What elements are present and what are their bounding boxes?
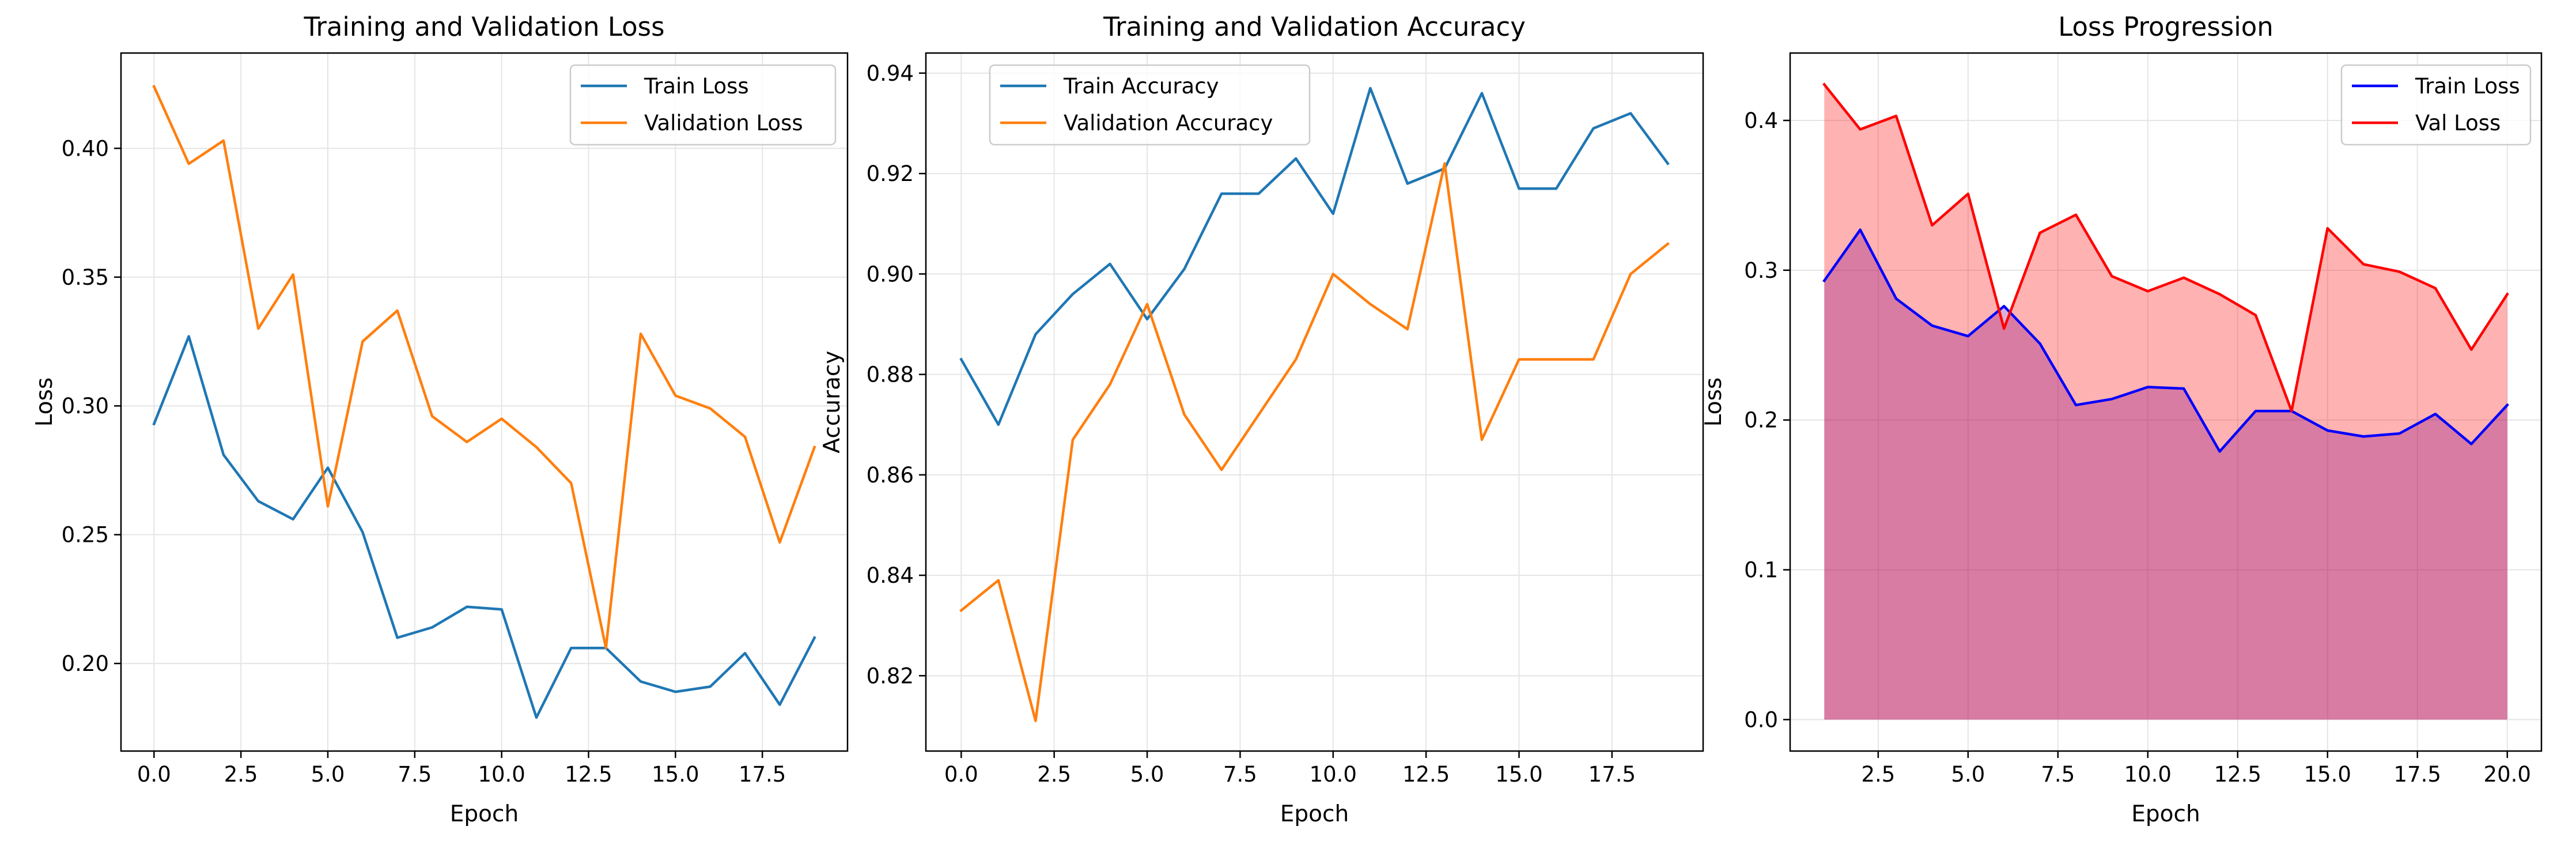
x-tick-label: 2.5 <box>1861 762 1895 787</box>
legend-label-2: Val Loss <box>2415 111 2501 135</box>
x-axis-label: Epoch <box>2131 801 2200 827</box>
chart-title: Training and Validation Loss <box>303 12 664 42</box>
x-tick-label: 12.5 <box>2214 762 2261 787</box>
x-tick-label: 15.0 <box>2304 762 2351 787</box>
y-tick-label: 0.1 <box>1744 558 1778 583</box>
axes-frame <box>120 52 849 752</box>
x-tick-label: 7.5 <box>2041 762 2075 787</box>
chart-title: Loss Progression <box>2058 12 2274 42</box>
x-axis-label: Epoch <box>450 801 519 827</box>
series-line-1 <box>152 335 816 719</box>
chart-3: 2.5 5.0 7.5 10.0 12.5 15.0 17.5 20.0 0.0 0.1 0.2 0.… <box>1701 12 2543 827</box>
y-tick-label: 0.92 <box>867 161 914 186</box>
x-tick-label: 5.0 <box>311 762 345 787</box>
chart-1: 0.0 2.5 5.0 7.5 10.0 12.5 15.0 17.5 0.20 0.25 0.30… <box>32 12 849 827</box>
legend-box <box>569 64 837 146</box>
chart-2: 0.0 2.5 5.0 7.5 10.0 12.5 15.0 17.5 0.82 0.84 0.86… <box>819 12 1704 827</box>
x-tick-label: 20.0 <box>2484 762 2531 787</box>
legend: Train Loss Val Loss <box>2340 64 2532 146</box>
y-tick-label: 0.86 <box>867 463 914 488</box>
y-tick-label: 0.30 <box>62 394 109 418</box>
y-axis-label: Accuracy <box>819 350 845 453</box>
y-tick-label: 0.20 <box>62 651 109 676</box>
x-tick-label: 0.0 <box>944 762 978 787</box>
area-fill-2 <box>1824 84 2507 720</box>
series-line-2 <box>1822 82 2509 413</box>
y-tick-label: 0.0 <box>1744 707 1778 732</box>
x-tick-label: 15.0 <box>652 762 699 787</box>
y-tick-label: 0.35 <box>62 265 109 290</box>
x-tick-label: 17.5 <box>1588 762 1636 787</box>
y-tick-label: 0.3 <box>1744 258 1778 283</box>
y-axis-label: Loss <box>32 378 58 427</box>
legend-label-1: Train Accuracy <box>1063 74 1219 99</box>
y-tick-label: 0.25 <box>62 523 109 548</box>
legend-box <box>989 64 1311 146</box>
legend: Train Loss Validation Loss <box>569 64 837 146</box>
legend-label-2: Validation Accuracy <box>1064 111 1273 135</box>
x-tick-label: 5.0 <box>1951 762 1985 787</box>
y-tick-label: 0.88 <box>867 363 914 387</box>
y-axis-label: Loss <box>1701 378 1727 427</box>
y-tick-label: 0.40 <box>62 136 109 161</box>
x-tick-label: 10.0 <box>478 762 525 787</box>
axes-frame <box>925 52 1704 752</box>
x-tick-label: 0.0 <box>137 762 171 787</box>
x-tick-label: 12.5 <box>565 762 612 787</box>
x-tick-label: 5.0 <box>1130 762 1164 787</box>
legend-label-2: Validation Loss <box>644 111 803 135</box>
series-line-2 <box>152 85 816 650</box>
x-tick-label: 17.5 <box>739 762 786 787</box>
area-fill-1 <box>1824 229 2507 720</box>
legend-label-1: Train Loss <box>644 74 749 99</box>
y-tick-label: 0.82 <box>867 663 914 688</box>
chart-title: Training and Validation Accuracy <box>1103 12 1526 42</box>
legend-label-1: Train Loss <box>2415 74 2520 99</box>
x-tick-label: 10.0 <box>1310 762 1357 787</box>
x-tick-label: 15.0 <box>1495 762 1542 787</box>
x-tick-label: 12.5 <box>1402 762 1450 787</box>
x-tick-label: 7.5 <box>1223 762 1257 787</box>
y-tick-label: 0.90 <box>867 262 914 286</box>
axes-frame <box>1789 52 2543 752</box>
series-line-1 <box>1822 228 2509 453</box>
x-tick-label: 10.0 <box>2124 762 2172 787</box>
x-tick-label: 2.5 <box>224 762 258 787</box>
x-tick-label: 7.5 <box>398 762 432 787</box>
y-tick-label: 0.4 <box>1744 108 1778 133</box>
y-tick-label: 0.2 <box>1744 408 1778 433</box>
series-line-2 <box>959 162 1670 722</box>
y-tick-label: 0.84 <box>867 563 914 588</box>
legend: Train Accuracy Validation Accuracy <box>989 64 1311 146</box>
x-tick-label: 2.5 <box>1037 762 1071 787</box>
series-line-1 <box>959 86 1670 426</box>
x-axis-label: Epoch <box>1280 801 1349 827</box>
x-tick-label: 17.5 <box>2394 762 2441 787</box>
y-tick-label: 0.94 <box>867 61 914 86</box>
